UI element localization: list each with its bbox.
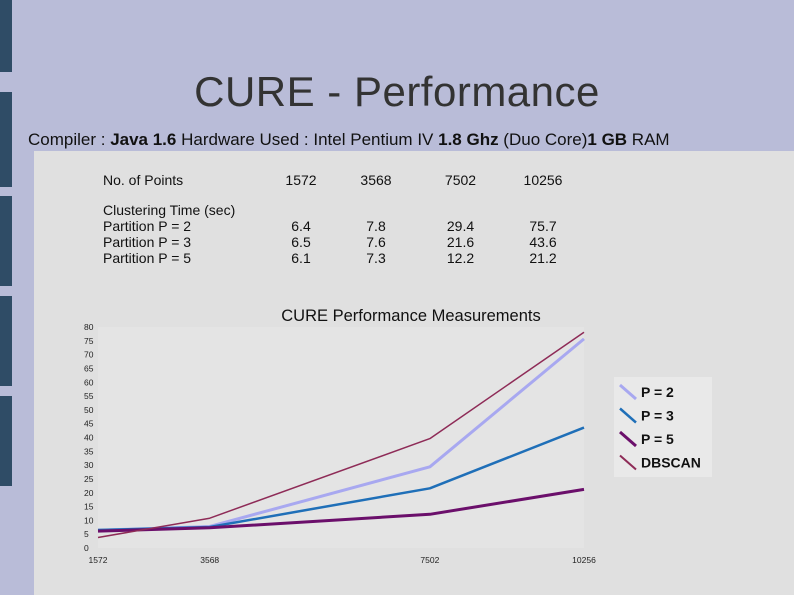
table-section-label: Clustering Time (sec) xyxy=(103,202,236,218)
edge-decoration-top xyxy=(0,0,12,72)
legend: P = 2 P = 3 P = 5 DBSCAN xyxy=(614,377,712,477)
y-tick-label: 75 xyxy=(84,336,94,346)
legend-label: P = 5 xyxy=(641,431,674,447)
chart-title: CURE Performance Measurements xyxy=(281,307,541,325)
table-row-label: Partition P = 3 xyxy=(103,234,192,250)
y-tick-label: 0 xyxy=(84,543,89,553)
table-section-row: Clustering Time (sec) xyxy=(103,202,583,218)
legend-label: P = 3 xyxy=(641,408,674,424)
edge-decoration-lower xyxy=(0,296,12,386)
x-tick-label: 3568 xyxy=(200,555,219,565)
table-cell: 6.1 xyxy=(291,250,311,266)
table-row: Partition P = 3 6.5 7.6 21.6 43.6 xyxy=(103,234,583,250)
legend-label: P = 2 xyxy=(641,384,674,400)
y-tick-label: 50 xyxy=(84,405,94,415)
edge-decoration-upper xyxy=(0,92,12,187)
subtitle-segment: Hardware Used : Intel Pentium IV xyxy=(176,130,439,149)
table-cell: 6.4 xyxy=(291,218,311,234)
y-tick-label: 70 xyxy=(84,350,94,360)
y-tick-label: 80 xyxy=(84,322,94,332)
table-cell: 12.2 xyxy=(446,250,475,266)
y-tick-label: 45 xyxy=(84,419,94,429)
subtitle-segment: 1 GB xyxy=(587,130,628,149)
table-row-label: Partition P = 5 xyxy=(103,250,192,266)
edge-decoration-bottom xyxy=(0,396,12,486)
table-column-header: 10256 xyxy=(523,172,563,188)
slide-subtitle: Compiler : Java 1.6 Hardware Used : Inte… xyxy=(28,130,670,150)
table-row: Partition P = 2 6.4 7.8 29.4 75.7 xyxy=(103,218,583,234)
subtitle-segment: Compiler : xyxy=(28,130,111,149)
edge-decoration-middle xyxy=(0,196,12,286)
y-tick-label: 20 xyxy=(84,488,94,498)
series-line-dbscan xyxy=(97,331,585,539)
y-axis: 0 5 10 15 20 25 30 35 40 45 50 55 60 65 70 75 80 xyxy=(84,322,94,553)
subtitle-segment: RAM xyxy=(627,130,670,149)
series-line-p-5 xyxy=(97,487,585,533)
content-panel: No. of Points 1572 3568 7502 10256 Clust… xyxy=(34,151,794,595)
x-tick-label: 1572 xyxy=(89,555,108,565)
x-axis: 1572 3568 7502 10256 xyxy=(89,555,597,565)
legend-label: DBSCAN xyxy=(641,455,701,471)
y-tick-label: 30 xyxy=(84,460,94,470)
table-column-header: 3568 xyxy=(360,172,392,188)
y-tick-label: 40 xyxy=(84,433,94,443)
subtitle-segment: (Duo Core) xyxy=(498,130,588,149)
y-tick-label: 25 xyxy=(84,474,94,484)
performance-chart: CURE Performance Measurements 0 5 10 15 20 25… xyxy=(84,307,712,565)
table-row-label: Partition P = 2 xyxy=(103,218,192,234)
subtitle-segment: Java 1.6 xyxy=(110,130,177,149)
subtitle-segment: 1.8 Ghz xyxy=(438,130,499,149)
y-tick-label: 65 xyxy=(84,363,94,373)
table-header-label: No. of Points xyxy=(103,172,184,188)
legend-swatch xyxy=(619,407,637,424)
plot-area xyxy=(98,327,584,548)
table-cell: 7.8 xyxy=(366,218,386,234)
table-cell: 7.6 xyxy=(366,234,386,250)
table-cell: 7.3 xyxy=(366,250,386,266)
table-cell: 75.7 xyxy=(529,218,557,234)
y-tick-label: 55 xyxy=(84,391,94,401)
legend-swatch xyxy=(619,454,637,471)
table-row: Partition P = 5 6.1 7.3 12.2 21.2 xyxy=(103,250,583,266)
y-tick-label: 60 xyxy=(84,377,94,387)
legend-swatch xyxy=(619,383,637,401)
x-tick-label: 7502 xyxy=(420,555,439,565)
slide-title: CURE - Performance xyxy=(194,68,600,115)
legend-swatch xyxy=(619,430,637,448)
table-cell: 29.4 xyxy=(446,218,475,234)
y-tick-label: 15 xyxy=(84,502,94,512)
x-tick-label: 10256 xyxy=(572,555,596,565)
table-cell: 21.2 xyxy=(529,250,557,266)
table-column-header: 7502 xyxy=(444,172,477,188)
table-cell: 6.5 xyxy=(291,234,311,250)
table-column-header: 1572 xyxy=(285,172,317,188)
y-tick-label: 10 xyxy=(84,515,94,525)
performance-table: No. of Points 1572 3568 7502 10256 Clust… xyxy=(103,172,583,266)
y-tick-label: 35 xyxy=(84,446,94,456)
table-cell: 43.6 xyxy=(529,234,557,250)
series-lines xyxy=(97,331,585,539)
table-header-row: No. of Points 1572 3568 7502 10256 xyxy=(103,172,583,188)
y-tick-label: 5 xyxy=(84,529,89,539)
table-cell: 21.6 xyxy=(446,234,475,250)
